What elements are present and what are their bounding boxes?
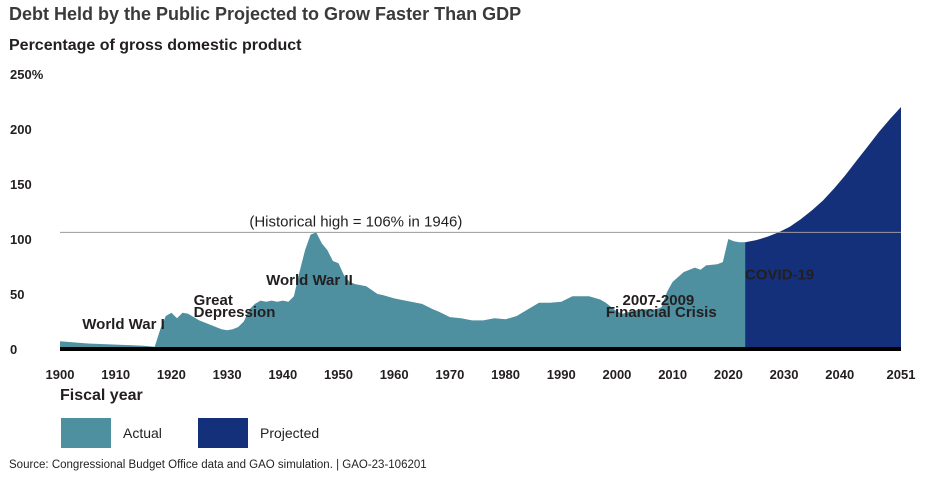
legend-swatch-actual xyxy=(61,418,111,448)
x-tick-label: 1960 xyxy=(380,367,409,382)
annotation-label: World War II xyxy=(266,272,353,289)
x-tick-label: 1940 xyxy=(268,367,297,382)
x-tick-label: 2020 xyxy=(714,367,743,382)
legend-label-projected: Projected xyxy=(260,425,320,441)
y-tick-label: 150 xyxy=(10,177,32,192)
x-tick-label: 1920 xyxy=(157,367,186,382)
chart-title: Debt Held by the Public Projected to Gro… xyxy=(9,4,522,24)
annotation-label: World War I xyxy=(82,316,164,333)
x-axis-title: Fiscal year xyxy=(60,387,143,404)
x-tick-label: 1950 xyxy=(324,367,353,382)
x-tick-label: 1910 xyxy=(101,367,130,382)
x-tick-label: 2010 xyxy=(658,367,687,382)
x-tick-label: 1980 xyxy=(491,367,520,382)
x-tick-label: 1990 xyxy=(547,367,576,382)
annotation-label: Depression xyxy=(194,304,276,321)
y-tick-label: 0 xyxy=(10,342,17,357)
legend-actual: Actual xyxy=(61,418,162,448)
annotation-label: Financial Crisis xyxy=(606,304,717,321)
y-tick-label: 200 xyxy=(10,122,32,137)
x-tick-label: 1970 xyxy=(435,367,464,382)
x-tick-label: 2040 xyxy=(825,367,854,382)
area-projected xyxy=(745,107,901,349)
annotation-label: COVID-19 xyxy=(745,267,814,284)
annotation-label: 2007-2009 xyxy=(623,292,695,309)
annotation-label: Great xyxy=(194,292,233,309)
legend-projected: Projected xyxy=(198,418,319,448)
x-tick-label: 1900 xyxy=(46,367,75,382)
legend-swatch-projected xyxy=(198,418,248,448)
legend-label-actual: Actual xyxy=(123,425,162,441)
y-tick-label: 100 xyxy=(10,232,32,247)
x-tick-label: 2051 xyxy=(887,367,916,382)
source-note: Source: Congressional Budget Office data… xyxy=(9,459,427,471)
x-tick-label: 2000 xyxy=(602,367,631,382)
x-tick-label: 2030 xyxy=(770,367,799,382)
x-tick-label: 1930 xyxy=(213,367,242,382)
y-axis-title: Percentage of gross domestic product xyxy=(9,37,302,54)
historical-high-label: (Historical high = 106% in 1946) xyxy=(249,213,462,230)
area-actual xyxy=(60,232,746,349)
y-tick-label: 50 xyxy=(10,287,24,302)
y-tick-label: 250% xyxy=(10,67,44,82)
